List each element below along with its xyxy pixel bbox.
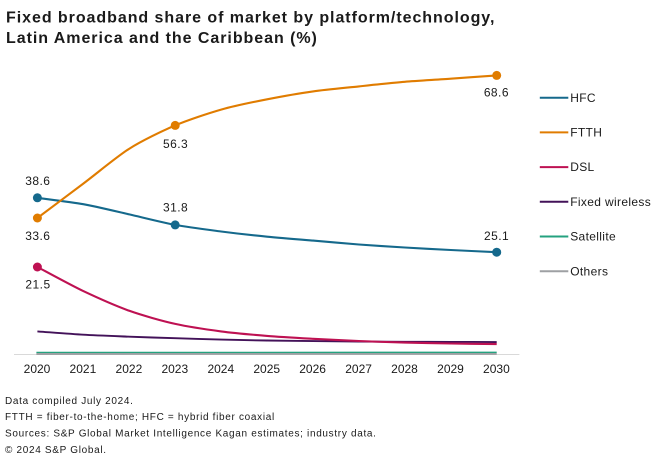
svg-text:2028: 2028 [391, 362, 418, 376]
svg-text:33.6: 33.6 [25, 229, 50, 243]
svg-text:2022: 2022 [116, 362, 143, 376]
svg-text:Others: Others [570, 264, 608, 278]
svg-text:Data compiled July 2024.: Data compiled July 2024. [5, 396, 134, 407]
svg-text:DSL: DSL [570, 160, 594, 174]
svg-text:HFC: HFC [570, 91, 596, 105]
svg-text:38.6: 38.6 [25, 174, 50, 188]
svg-text:2020: 2020 [24, 362, 51, 376]
svg-text:2026: 2026 [299, 362, 326, 376]
svg-text:31.8: 31.8 [163, 201, 188, 215]
svg-text:2025: 2025 [253, 362, 280, 376]
svg-text:© 2024 S&P Global.: © 2024 S&P Global. [5, 445, 107, 456]
svg-text:68.6: 68.6 [484, 86, 509, 100]
svg-text:Fixed wireless: Fixed wireless [570, 195, 651, 209]
svg-text:Sources: S&P Global Market Int: Sources: S&P Global Market Intelligence … [5, 429, 377, 440]
svg-text:2023: 2023 [161, 362, 188, 376]
svg-text:Satellite: Satellite [570, 230, 616, 244]
svg-text:21.5: 21.5 [25, 278, 50, 292]
svg-text:2027: 2027 [345, 362, 372, 376]
svg-text:56.3: 56.3 [163, 137, 188, 151]
svg-text:Fixed broadband share of marke: Fixed broadband share of market by platf… [6, 10, 495, 27]
svg-text:2029: 2029 [437, 362, 464, 376]
svg-text:2030: 2030 [483, 362, 510, 376]
svg-text:25.1: 25.1 [484, 229, 509, 243]
svg-text:2024: 2024 [207, 362, 234, 376]
svg-text:FTTH = fiber-to-the-home; HFC: FTTH = fiber-to-the-home; HFC = hybrid f… [5, 412, 275, 423]
svg-text:FTTH: FTTH [570, 126, 602, 140]
svg-text:Latin America and the Caribbea: Latin America and the Caribbean (%) [6, 30, 318, 47]
svg-text:2021: 2021 [70, 362, 97, 376]
